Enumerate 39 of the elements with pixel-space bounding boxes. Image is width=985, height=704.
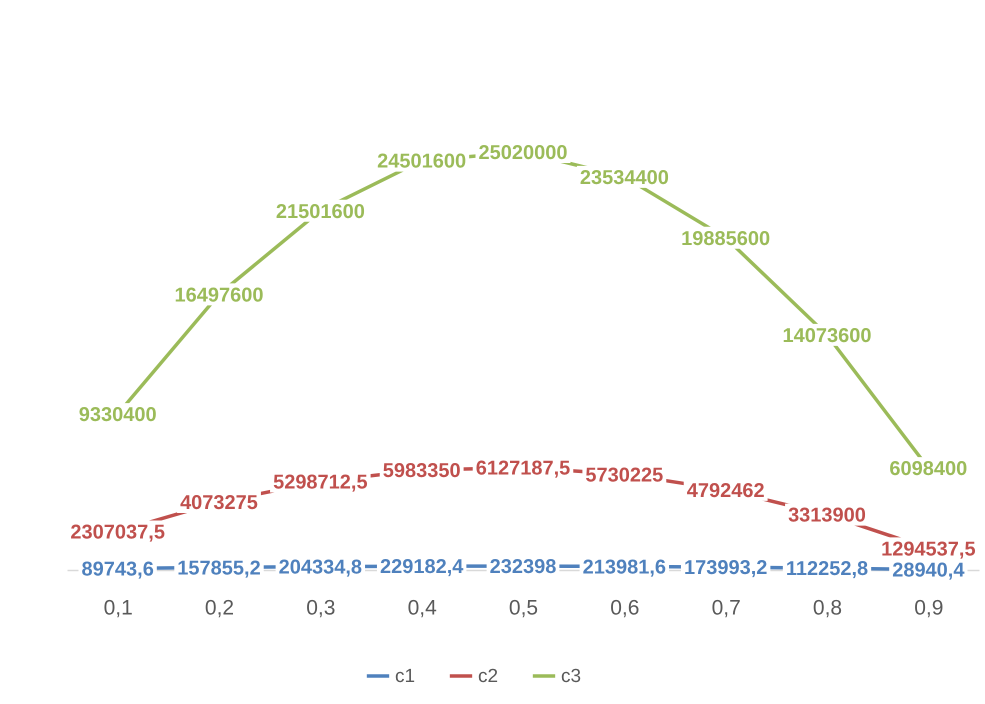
x-tick-label: 0,7 [712,596,741,620]
x-tick-label: 0,5 [508,596,538,620]
legend-label: c2 [478,666,498,687]
data-label: 5983350 [382,460,461,482]
x-tick-label: 0,8 [812,596,842,620]
data-label: 173993,2 [684,557,768,580]
data-label: 6127187,5 [476,458,570,480]
data-label: 19885600 [681,228,770,250]
legend-label: c1 [395,666,416,687]
data-label: 6098400 [889,458,968,480]
data-label: 5298712,5 [273,471,368,494]
data-label: 1294537,5 [881,538,976,560]
data-label: 5730225 [585,464,664,486]
x-tick-label: 0,9 [914,596,944,620]
data-label: 232398 [490,556,556,578]
x-tick-label: 0,3 [306,596,336,620]
data-label: 213981,6 [582,556,666,578]
data-label: 9330400 [78,404,157,426]
data-label: 204334,8 [278,556,362,579]
data-label: 89743,6 [82,558,154,580]
data-label: 4073275 [180,492,258,514]
data-label: 23534400 [580,166,669,189]
legend-label: c3 [561,666,582,687]
data-label: 25020000 [478,142,568,164]
data-label: 4792462 [686,480,765,502]
data-label: 14073600 [782,324,872,347]
data-label: 157855,2 [177,557,261,580]
x-tick-label: 0,2 [204,596,234,620]
x-tick-label: 0,4 [408,596,438,620]
data-label: 21501600 [276,200,365,223]
data-label: 2307037,5 [70,521,165,544]
data-label: 112252,8 [786,558,868,580]
data-label: 28940,4 [892,560,966,582]
data-label: 16497600 [174,284,264,306]
x-tick-label: 0,6 [610,596,640,620]
data-label: 24501600 [377,150,466,173]
data-label: 229182,4 [380,556,464,578]
x-tick-label: 0,1 [104,596,133,620]
data-label: 3313900 [788,504,866,527]
